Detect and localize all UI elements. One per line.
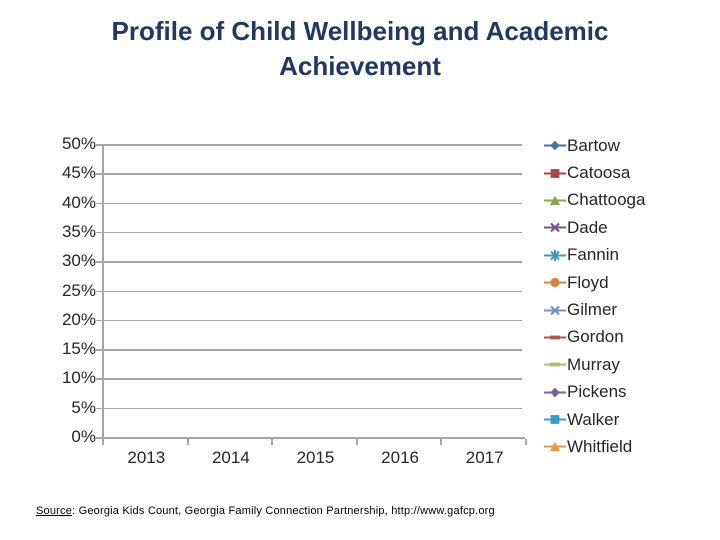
y-axis-label: 30% [61, 251, 96, 271]
gridline [104, 144, 522, 146]
asterisk-marker-icon [544, 249, 566, 262]
x-tick [525, 439, 527, 445]
y-axis-label: 35% [61, 221, 96, 241]
x-axis-label: 2013 [127, 448, 166, 467]
dash-marker-icon [544, 358, 566, 371]
y-axis-label: 50% [61, 134, 96, 153]
legend-label: Chattooga [567, 190, 646, 210]
y-tick [96, 407, 102, 410]
dash-marker-icon [544, 331, 566, 344]
gridline [104, 349, 522, 351]
legend-item: Fannin [544, 242, 645, 269]
y-axis-label: 25% [61, 280, 96, 300]
y-axis-label: 15% [61, 339, 96, 359]
y-axis-label: 40% [61, 192, 96, 212]
x-axis-line [102, 437, 525, 439]
y-tick [96, 231, 102, 234]
legend-label: Catoosa [567, 163, 631, 183]
legend-label: Floyd [567, 272, 609, 292]
gridline [104, 290, 522, 292]
legend-label: Whitfield [567, 436, 633, 456]
y-axis-line [102, 144, 104, 439]
legend-item: Dade [544, 214, 645, 241]
y-tick [96, 290, 102, 292]
legend-item: Murray [544, 351, 645, 378]
y-tick [96, 261, 102, 263]
y-tick [96, 437, 102, 439]
x-tick [102, 439, 104, 445]
legend-label: Fannin [567, 245, 619, 265]
legend-item: Catoosa [544, 159, 645, 186]
x-axis-label: 2015 [296, 448, 335, 467]
legend-label: Pickens [567, 382, 627, 402]
y-tick [96, 349, 102, 351]
y-tick [96, 144, 102, 146]
x-tick [271, 439, 274, 445]
source-label: Source [36, 505, 73, 517]
gridline [104, 378, 522, 380]
y-tick [96, 202, 102, 205]
y-axis-label: 20% [61, 309, 96, 329]
legend-item: Floyd [544, 269, 645, 296]
chart-title-line2: Achievement [279, 51, 441, 81]
source-text: : Georgia Kids Count, Georgia Family Con… [72, 505, 495, 517]
x-tick [440, 439, 443, 445]
gridline [104, 407, 522, 410]
legend-item: Whitfield [544, 433, 645, 460]
x-axis-label: 2014 [211, 448, 250, 467]
circle-marker-icon [544, 276, 566, 289]
x-tick [355, 439, 358, 445]
legend-item: Bartow [544, 132, 645, 159]
x-marker-icon [544, 221, 566, 234]
chart-title: Profile of Child Wellbeing and Academic … [40, 14, 680, 84]
legend-item: Gilmer [544, 296, 645, 323]
y-axis-label: 45% [61, 163, 96, 183]
triangle-marker-icon [544, 194, 566, 207]
chart-legend: Bartow Catoosa Chattooga Dade Fannin Floyd Gil… [544, 132, 645, 461]
x-axis-label: 2016 [381, 448, 419, 467]
y-tick [96, 378, 102, 380]
source-note: Source: Georgia Kids Count, Georgia Fami… [36, 505, 495, 517]
gridline [104, 261, 522, 263]
chart-title-line1: Profile of Child Wellbeing and Academic [111, 16, 609, 46]
legend-item: Gordon [544, 324, 645, 351]
y-axis-label: 5% [71, 397, 96, 417]
legend-item: Walker [544, 406, 645, 433]
gridline [104, 173, 522, 175]
x-axis-label: 2017 [465, 448, 504, 467]
y-axis-label: 10% [61, 368, 96, 388]
gridline [104, 231, 522, 234]
diamond-marker-icon [544, 139, 566, 152]
x-marker-icon [544, 304, 566, 317]
legend-label: Dade [567, 217, 608, 237]
square-marker-icon [544, 413, 566, 426]
legend-label: Gordon [567, 327, 624, 347]
legend-item: Pickens [544, 379, 645, 406]
legend-label: Walker [567, 409, 620, 429]
triangle-marker-icon [544, 440, 566, 453]
y-tick [96, 173, 102, 175]
x-tick [186, 439, 189, 445]
legend-label: Murray [567, 354, 620, 374]
gridline [104, 319, 522, 322]
legend-label: Gilmer [567, 300, 618, 320]
legend-label: Bartow [567, 135, 620, 155]
square-marker-icon [544, 167, 566, 180]
y-axis-label: 0% [71, 427, 96, 446]
gridline [104, 202, 522, 205]
legend-item: Chattooga [544, 187, 645, 214]
diamond-marker-icon [544, 386, 566, 399]
y-tick [96, 319, 102, 322]
